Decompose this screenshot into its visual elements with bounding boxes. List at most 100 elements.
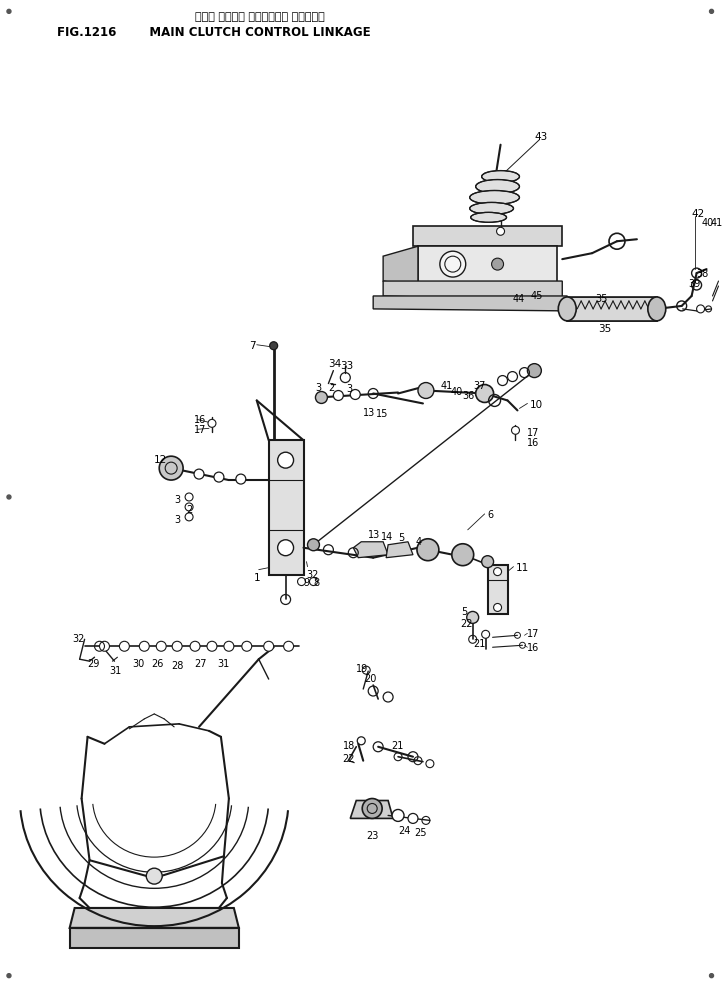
Circle shape — [264, 641, 274, 651]
Circle shape — [392, 809, 404, 822]
Polygon shape — [350, 800, 393, 819]
Text: 24: 24 — [398, 827, 411, 837]
Text: 22: 22 — [342, 754, 355, 764]
Text: 16: 16 — [527, 438, 539, 448]
Ellipse shape — [476, 180, 519, 194]
Circle shape — [190, 641, 200, 651]
Circle shape — [494, 568, 502, 576]
Circle shape — [307, 539, 320, 551]
Polygon shape — [373, 296, 568, 311]
Text: 5: 5 — [461, 607, 467, 617]
Text: 42: 42 — [692, 210, 705, 220]
Circle shape — [315, 392, 328, 404]
Circle shape — [185, 493, 193, 501]
Text: 43: 43 — [534, 132, 547, 141]
Circle shape — [7, 9, 11, 13]
Polygon shape — [386, 542, 413, 558]
Circle shape — [527, 364, 542, 378]
Text: 41: 41 — [441, 381, 453, 391]
Circle shape — [208, 419, 216, 427]
Text: 8: 8 — [314, 578, 320, 587]
Circle shape — [214, 472, 224, 482]
Text: 3: 3 — [174, 515, 180, 525]
Circle shape — [333, 391, 343, 401]
Circle shape — [156, 641, 166, 651]
Text: 14: 14 — [381, 532, 393, 542]
Text: 37: 37 — [474, 381, 486, 391]
Text: 2: 2 — [328, 383, 335, 393]
Polygon shape — [383, 246, 418, 286]
Circle shape — [194, 469, 204, 479]
Text: 3: 3 — [346, 384, 352, 394]
Text: 17: 17 — [527, 629, 540, 639]
Circle shape — [172, 641, 182, 651]
Text: 11: 11 — [515, 563, 529, 573]
Text: 30: 30 — [132, 660, 145, 670]
Circle shape — [709, 973, 714, 978]
Ellipse shape — [648, 297, 666, 320]
Circle shape — [7, 973, 11, 978]
Circle shape — [440, 251, 466, 277]
Text: 12: 12 — [154, 455, 168, 465]
Text: 32: 32 — [307, 570, 319, 580]
Text: 40: 40 — [451, 387, 463, 397]
Circle shape — [696, 305, 704, 313]
Circle shape — [278, 540, 294, 556]
Circle shape — [159, 456, 183, 480]
Circle shape — [283, 641, 294, 651]
Circle shape — [476, 385, 494, 403]
Circle shape — [7, 495, 11, 499]
Circle shape — [494, 603, 502, 611]
Circle shape — [497, 376, 508, 386]
Text: 9: 9 — [304, 578, 309, 587]
Text: 21: 21 — [474, 639, 486, 650]
Text: 23: 23 — [367, 832, 379, 842]
Text: 45: 45 — [531, 291, 543, 301]
Circle shape — [236, 474, 246, 484]
Text: 40: 40 — [701, 219, 714, 228]
Text: 32: 32 — [72, 634, 85, 644]
Text: 13: 13 — [368, 530, 380, 540]
Text: 13: 13 — [363, 408, 375, 418]
Circle shape — [417, 539, 439, 561]
Text: 31: 31 — [217, 660, 229, 670]
Polygon shape — [413, 226, 562, 246]
Circle shape — [497, 227, 505, 235]
Text: 16: 16 — [194, 415, 206, 425]
Polygon shape — [69, 908, 239, 928]
Text: 15: 15 — [376, 409, 388, 419]
Circle shape — [709, 9, 714, 13]
Text: 17: 17 — [527, 428, 540, 438]
Text: 10: 10 — [529, 401, 542, 410]
Text: 26: 26 — [151, 660, 163, 670]
Text: 35: 35 — [595, 294, 607, 304]
Polygon shape — [487, 565, 508, 614]
Text: 4: 4 — [416, 537, 422, 547]
Polygon shape — [568, 297, 656, 320]
Text: 7: 7 — [249, 341, 255, 351]
Text: 22: 22 — [460, 619, 472, 629]
Circle shape — [482, 556, 494, 568]
Text: 21: 21 — [391, 741, 403, 751]
Polygon shape — [418, 246, 557, 286]
Circle shape — [224, 641, 234, 651]
Circle shape — [452, 544, 474, 566]
Circle shape — [511, 426, 519, 434]
Text: 17: 17 — [194, 425, 207, 435]
Text: 28: 28 — [171, 662, 184, 672]
Circle shape — [185, 513, 193, 521]
Text: 33: 33 — [341, 361, 354, 371]
Circle shape — [362, 798, 382, 819]
Circle shape — [467, 611, 479, 623]
Ellipse shape — [558, 297, 576, 320]
Text: 19: 19 — [356, 665, 369, 674]
Circle shape — [140, 641, 149, 651]
Text: 6: 6 — [487, 510, 494, 520]
Ellipse shape — [470, 191, 519, 205]
Circle shape — [408, 813, 418, 824]
Text: メイン クラッチ コントロール リンケージ: メイン クラッチ コントロール リンケージ — [195, 12, 325, 23]
Text: 44: 44 — [513, 294, 525, 304]
Text: 3: 3 — [174, 495, 180, 505]
Text: 29: 29 — [87, 660, 100, 670]
Text: 38: 38 — [696, 269, 709, 279]
